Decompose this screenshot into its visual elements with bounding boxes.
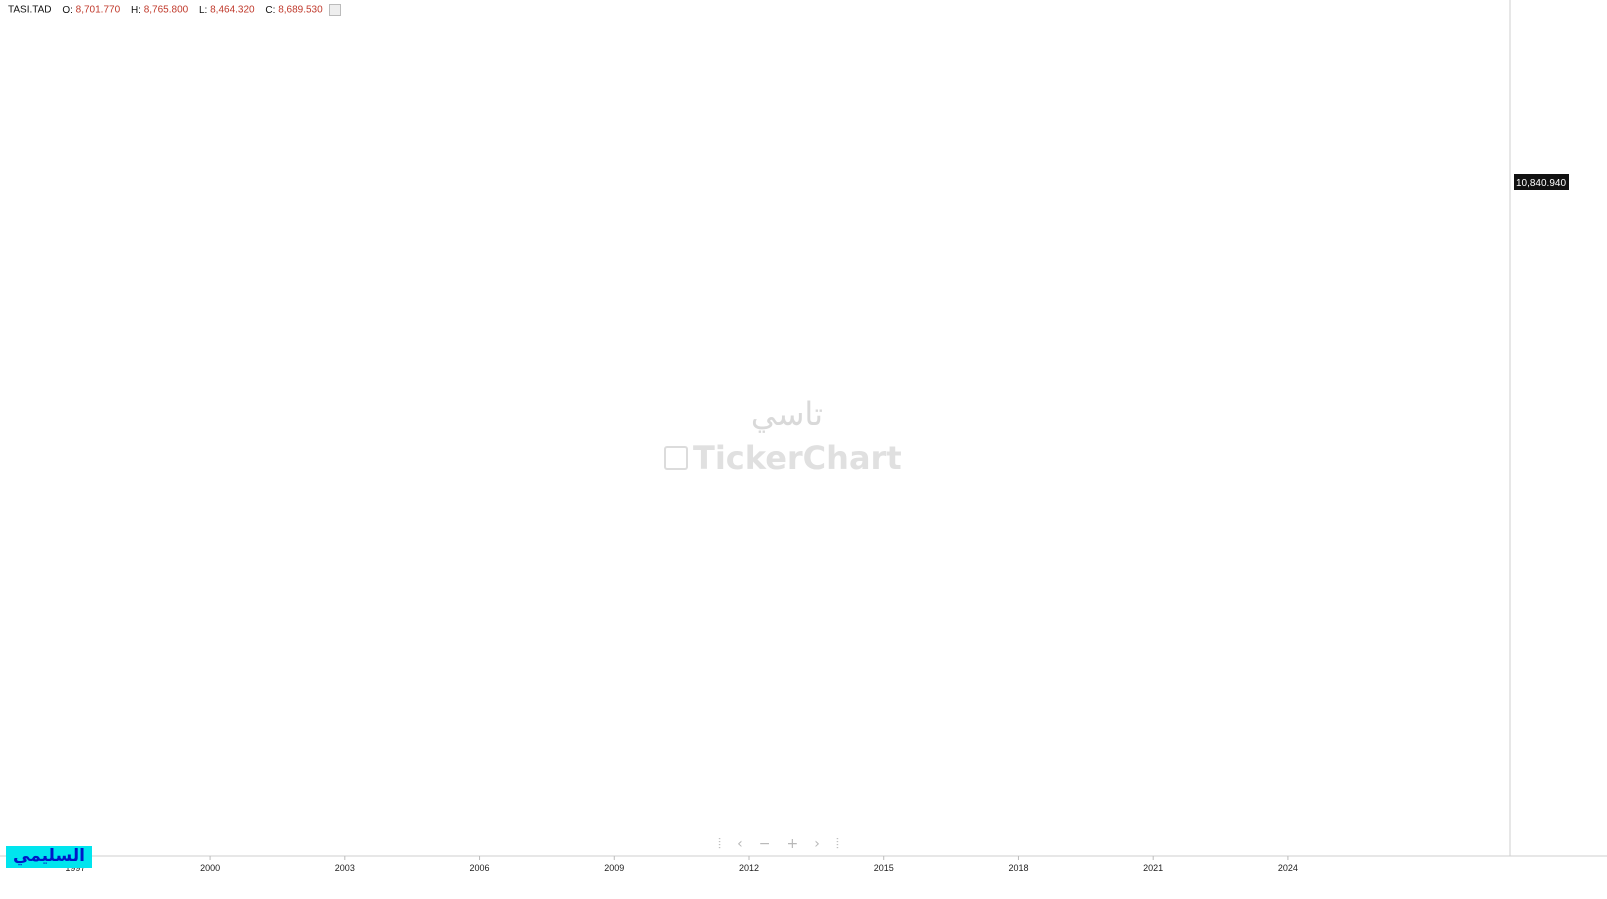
watermark-brand: TickerChart	[693, 439, 902, 477]
low-value: 8,464.320	[210, 4, 255, 16]
symbol-label: TASI.TAD	[8, 4, 52, 16]
open-value: 8,701.770	[75, 4, 121, 16]
first-icon[interactable]: ⦙	[718, 836, 722, 852]
zoom-out-icon[interactable]: −	[758, 836, 771, 852]
x-tick-label: 2015	[874, 863, 894, 873]
x-tick-label: 1997	[65, 863, 85, 873]
x-tick-label: 2021	[1143, 863, 1163, 873]
author-badge: السليمي	[6, 846, 92, 868]
x-axis[interactable]: 1997 2000 2003 2006 2009 2012 2015 2018 2021 2024	[0, 855, 1607, 873]
zoom-in-icon[interactable]: +	[786, 836, 799, 852]
next-icon[interactable]: ›	[814, 836, 820, 852]
watermark-arabic: تاسي	[751, 395, 823, 433]
high-value: 8,765.800	[143, 4, 189, 16]
x-tick-label: 2003	[335, 863, 355, 873]
watermark: تاسي TickerChart	[664, 395, 902, 477]
close-label: C:	[265, 4, 276, 16]
x-tick-label: 2018	[1008, 863, 1028, 873]
close-value: 8,689.530	[278, 4, 323, 16]
ohlc-header: TASI.TAD O: 8,701.770 H: 8,765.800 L: 8,…	[8, 4, 342, 16]
watermark-logo-icon	[664, 446, 688, 470]
x-tick-label: 2009	[604, 863, 624, 873]
high-label: H:	[130, 4, 141, 16]
x-tick-label: 2012	[739, 863, 759, 873]
x-tick-label: 2024	[1278, 863, 1298, 873]
last-price-tag: 10,840.940	[1514, 174, 1569, 190]
header-menu-button[interactable]	[329, 4, 342, 16]
x-tick-label: 2000	[200, 863, 220, 873]
last-icon[interactable]: ⦙	[835, 836, 839, 852]
prev-icon[interactable]: ‹	[737, 836, 743, 852]
last-price-value: 10,840.940	[1516, 178, 1566, 189]
x-tick-label: 2006	[470, 863, 490, 873]
y-axis[interactable]: 1,000.0002,000.0003,000.0004,000.0005,00…	[1509, 0, 1562, 856]
chart-navigation: ⦙ ‹ − + › ⦙	[710, 836, 847, 852]
low-label: L:	[199, 4, 208, 16]
open-label: O:	[62, 4, 73, 16]
